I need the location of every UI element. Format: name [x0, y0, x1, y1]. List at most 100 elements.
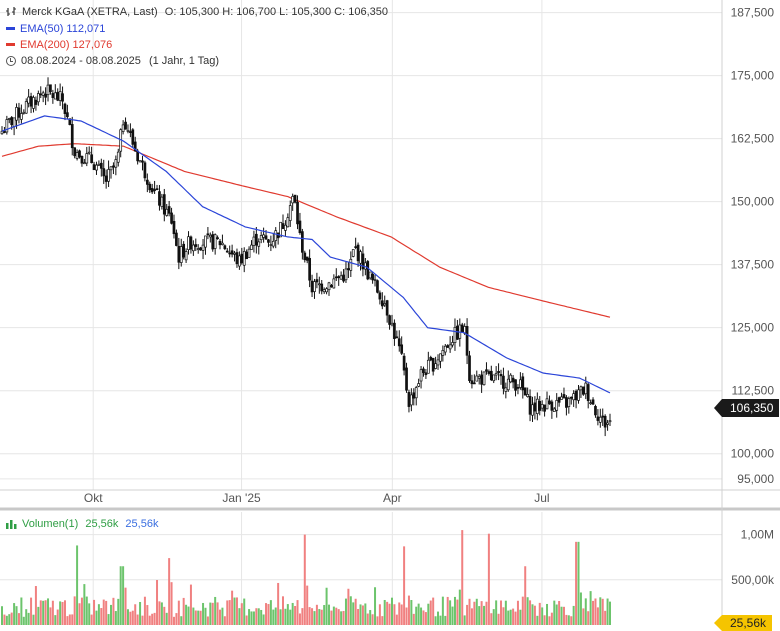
candle — [104, 169, 108, 189]
candle — [129, 123, 132, 138]
candle-body — [497, 371, 500, 374]
candle-body — [407, 392, 411, 407]
price-axis-label: 125,000 — [731, 321, 775, 335]
volume-bar — [383, 599, 386, 625]
volume-bar — [182, 597, 185, 625]
volume-bar — [281, 596, 284, 625]
candle — [293, 194, 297, 204]
candle-body — [601, 415, 605, 418]
candle — [194, 238, 198, 252]
candle-body — [487, 371, 491, 374]
candle — [388, 314, 391, 330]
candles-series — [0, 77, 612, 437]
candle-body — [0, 130, 4, 135]
volume-bar — [291, 602, 294, 625]
volume-bar — [572, 605, 575, 625]
candle-body — [422, 368, 425, 374]
volume-bar — [160, 602, 163, 625]
candle-body — [73, 147, 77, 157]
volume-bar — [359, 604, 362, 625]
volume-bar — [609, 601, 611, 625]
candle — [63, 102, 67, 121]
volume-bar — [47, 598, 50, 625]
candle — [429, 355, 433, 362]
volume-bar — [512, 608, 515, 625]
candle — [271, 232, 275, 249]
candle-body — [230, 250, 234, 255]
candle — [397, 330, 401, 352]
candle — [257, 238, 261, 255]
candle-body — [325, 288, 328, 293]
volume-bar — [296, 600, 299, 625]
candle — [32, 95, 35, 113]
candle-body — [194, 244, 198, 247]
volume-bar — [66, 616, 69, 625]
candle-body — [66, 112, 69, 118]
candle — [315, 272, 319, 289]
candle-body — [347, 268, 350, 271]
candle — [22, 109, 26, 115]
volume-bar — [219, 609, 222, 625]
candle — [477, 373, 481, 385]
candle-body — [308, 258, 311, 281]
candle-body — [46, 84, 50, 96]
candle-body — [39, 93, 43, 96]
ema50-legend[interactable]: EMA(50) 112,071 — [6, 22, 105, 36]
candle-body — [56, 91, 60, 101]
candle-body — [49, 84, 52, 93]
volume-bar — [257, 608, 260, 625]
volume-bar — [168, 558, 171, 625]
candle-body — [465, 326, 469, 356]
candle-body — [112, 165, 115, 168]
candle — [41, 90, 45, 103]
candle-body — [543, 404, 546, 412]
candle-body — [201, 244, 205, 251]
volume-bar — [364, 603, 367, 625]
volume-bar — [562, 606, 565, 625]
candle-body — [480, 374, 483, 385]
volume-bar — [172, 616, 175, 625]
volume-bar — [599, 597, 602, 625]
candle — [172, 214, 176, 239]
volume-bar — [306, 585, 309, 625]
candle-body — [20, 113, 23, 120]
volume-bar — [143, 596, 146, 625]
candle — [141, 155, 144, 171]
candle-body — [17, 107, 21, 118]
candle-body — [63, 103, 67, 115]
volume-bar — [405, 607, 408, 625]
candle-body — [565, 397, 568, 408]
volume-bar — [354, 598, 357, 625]
candle-body — [489, 370, 493, 381]
volume-bar — [78, 603, 81, 625]
candle — [526, 387, 529, 398]
candle-body — [238, 255, 241, 267]
volume-bar — [335, 607, 338, 625]
price-axis-label: 150,000 — [731, 195, 775, 209]
candle-body — [485, 369, 488, 372]
last-price-tag: 106,350 — [713, 399, 780, 417]
volume-bar — [10, 612, 13, 625]
volume-bar — [497, 613, 500, 625]
volume-bar — [311, 608, 314, 625]
candle — [393, 319, 396, 346]
ema200-legend[interactable]: EMA(200) 127,076 — [6, 38, 112, 52]
candle — [431, 357, 435, 376]
candle-body — [526, 394, 529, 397]
candle-body — [417, 383, 420, 387]
volume-bar — [180, 616, 183, 625]
candle-body — [85, 153, 89, 164]
candle-body — [109, 166, 113, 171]
candle-body — [24, 101, 28, 114]
volume-bar — [192, 607, 195, 625]
candle — [497, 363, 500, 381]
candle — [448, 336, 452, 353]
ema200-line — [1, 143, 611, 318]
candle-body — [371, 273, 374, 281]
volume-bar — [376, 616, 379, 625]
candle — [34, 96, 38, 111]
candle-body — [296, 201, 299, 225]
candle — [414, 385, 418, 406]
candle — [75, 149, 79, 161]
